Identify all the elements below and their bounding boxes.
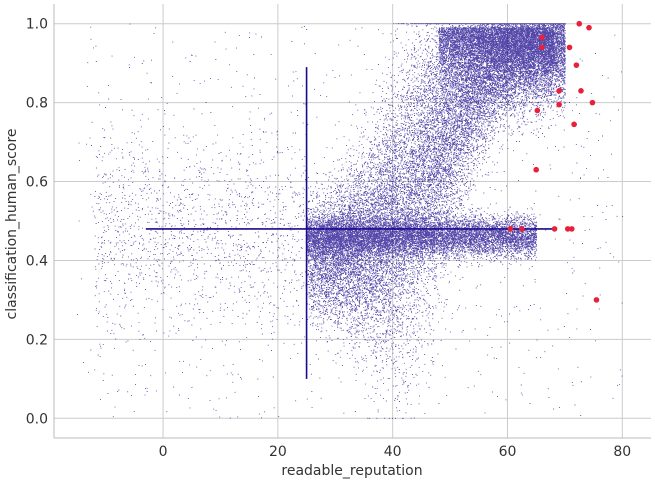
highlight-point-10 [534, 107, 541, 114]
highlight-point-0 [576, 20, 583, 27]
y-tick-label-2: 0.4 [26, 253, 48, 269]
highlight-point-9 [589, 99, 596, 106]
y-tick-label-5: 1.0 [26, 17, 48, 33]
highlight-point-13 [507, 226, 514, 232]
highlight-points [507, 20, 600, 303]
highlight-point-18 [593, 297, 600, 303]
highlight-point-6 [556, 88, 562, 94]
highlight-point-5 [573, 62, 580, 68]
y-tick-label-0: 0.0 [26, 411, 48, 427]
y-tick-label-1: 0.2 [26, 332, 48, 348]
highlight-point-1 [586, 24, 592, 31]
highlight-point-8 [556, 101, 562, 108]
highlight-point-2 [539, 34, 545, 41]
highlight-point-3 [539, 44, 545, 51]
highlight-point-4 [566, 44, 573, 51]
bulk-points [77, 23, 623, 419]
axis-spines [53, 4, 651, 439]
x-tick-label-2: 40 [384, 444, 402, 460]
y-axis-ticks: 0.0 0.2 0.4 0.6 0.8 1.0 [26, 17, 48, 428]
x-axis-label: readable_reputation [281, 463, 422, 479]
highlight-point-17 [568, 226, 575, 232]
x-tick-label-1: 20 [269, 444, 287, 460]
y-axis-label: classification_human_score [4, 128, 20, 319]
y-tick-label-4: 0.8 [26, 96, 48, 112]
x-tick-label-0: 0 [159, 444, 168, 460]
bulk-point-cloud [77, 23, 623, 419]
x-tick-label-3: 60 [499, 444, 517, 460]
highlight-point-12 [533, 166, 539, 173]
highlight-point-16 [564, 226, 571, 232]
x-tick-label-4: 80 [613, 444, 631, 460]
x-axis-ticks: 0 20 40 60 80 [159, 444, 632, 460]
highlight-point-15 [551, 226, 558, 232]
highlight-point-11 [571, 121, 577, 128]
highlight-point-7 [578, 88, 584, 94]
highlight-point-14 [519, 226, 525, 232]
y-tick-label-3: 0.6 [26, 175, 48, 191]
